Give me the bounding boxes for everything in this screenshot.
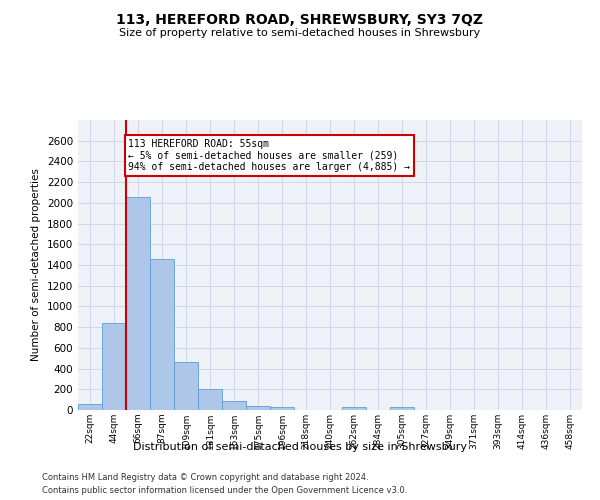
Bar	[150, 260, 174, 410]
Text: 113 HEREFORD ROAD: 55sqm
← 5% of semi-detached houses are smaller (259)
94% of s: 113 HEREFORD ROAD: 55sqm ← 5% of semi-de…	[128, 138, 410, 172]
Text: Distribution of semi-detached houses by size in Shrewsbury: Distribution of semi-detached houses by …	[133, 442, 467, 452]
Bar	[126, 197, 150, 410]
Bar	[102, 323, 126, 410]
Bar	[270, 408, 294, 410]
Bar	[342, 408, 366, 410]
Text: Contains HM Land Registry data © Crown copyright and database right 2024.: Contains HM Land Registry data © Crown c…	[42, 472, 368, 482]
Bar	[78, 404, 102, 410]
Bar	[198, 390, 222, 410]
Bar	[222, 400, 246, 410]
Text: 113, HEREFORD ROAD, SHREWSBURY, SY3 7QZ: 113, HEREFORD ROAD, SHREWSBURY, SY3 7QZ	[116, 12, 484, 26]
Bar	[390, 407, 414, 410]
Bar	[246, 406, 270, 410]
Text: Size of property relative to semi-detached houses in Shrewsbury: Size of property relative to semi-detach…	[119, 28, 481, 38]
Y-axis label: Number of semi-detached properties: Number of semi-detached properties	[31, 168, 41, 362]
Text: Contains public sector information licensed under the Open Government Licence v3: Contains public sector information licen…	[42, 486, 407, 495]
Bar	[174, 362, 198, 410]
